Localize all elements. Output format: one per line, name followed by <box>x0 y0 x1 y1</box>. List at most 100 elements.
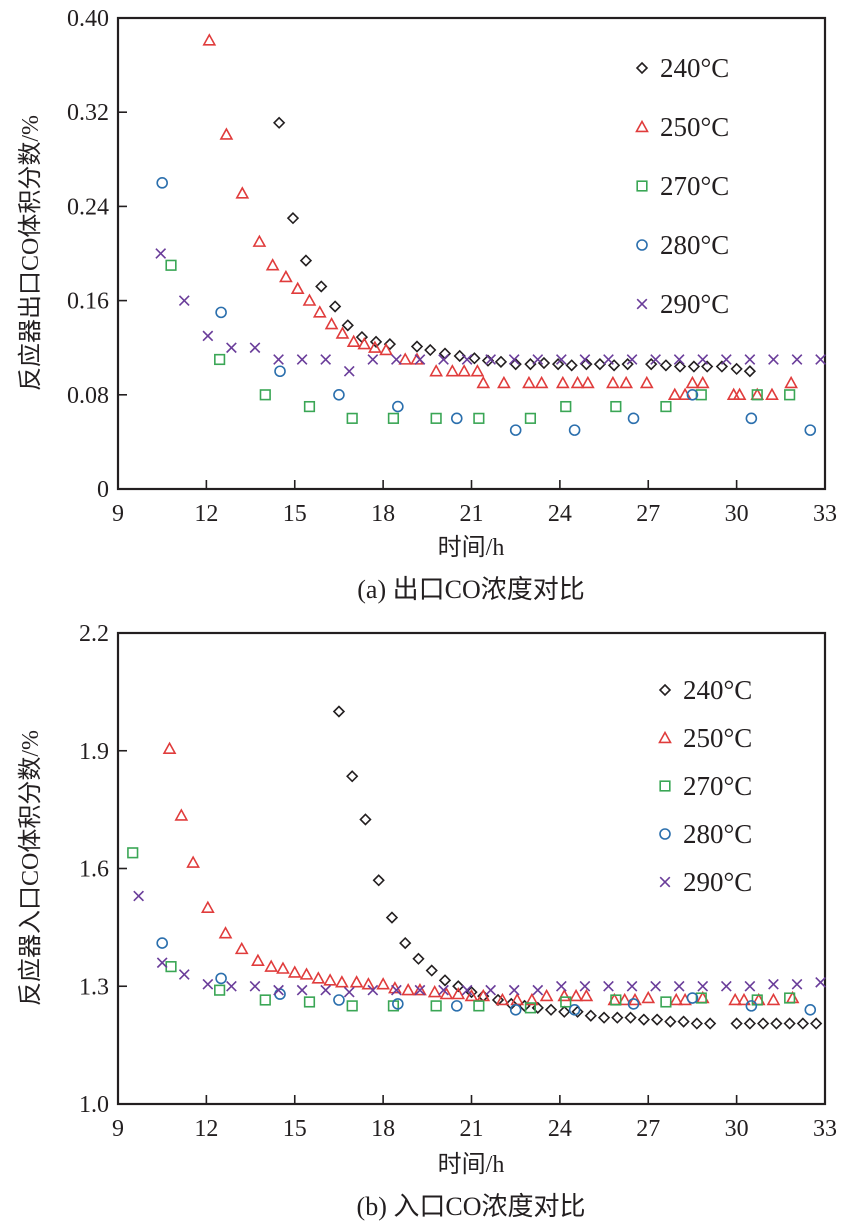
data-point <box>568 1003 581 1016</box>
legend-label: 240°C <box>683 675 752 705</box>
data-point <box>626 354 638 365</box>
legend-label: 280°C <box>660 230 729 260</box>
data-point <box>320 354 332 365</box>
x-tick-label: 27 <box>636 1116 660 1142</box>
data-point <box>524 1002 537 1014</box>
legend-marker-icon <box>636 180 648 192</box>
data-point <box>296 354 308 365</box>
data-point <box>392 998 404 1010</box>
data-point <box>525 992 539 1006</box>
x-tick-label: 9 <box>112 1116 124 1142</box>
data-point <box>439 986 454 1000</box>
data-point <box>673 360 687 373</box>
data-point <box>494 355 508 368</box>
legend: 240°C 250°C 270°C 280°C 290°C <box>635 53 729 319</box>
legend-item: 240°C <box>658 675 752 705</box>
x-tick-label: 9 <box>112 501 124 527</box>
data-point <box>509 358 522 371</box>
data-point <box>303 400 316 413</box>
legend-item: 280°C <box>659 819 752 849</box>
data-point <box>430 412 442 424</box>
legend-marker-icon <box>658 683 672 697</box>
data-point <box>453 349 466 363</box>
data-point <box>565 359 578 372</box>
data-point <box>392 400 404 413</box>
data-point <box>312 305 327 318</box>
data-point <box>202 330 214 342</box>
data-point <box>279 269 293 283</box>
data-point <box>333 994 345 1006</box>
chart-inlet-co: 9 12 15 18 21 24 27 30 33 1.01.31.61.92.2 240°C2… <box>17 621 837 1221</box>
data-point <box>650 980 661 992</box>
data-point <box>215 972 227 985</box>
y-tick-label: 0.16 <box>67 289 109 315</box>
data-point <box>383 338 397 351</box>
data-point <box>165 961 177 973</box>
data-point <box>202 978 214 990</box>
y-tick-label: 0.32 <box>67 100 109 126</box>
data-point <box>695 375 710 389</box>
data-point <box>425 964 438 977</box>
data-point <box>539 988 554 1002</box>
series-290c <box>155 248 826 377</box>
data-point <box>376 977 390 990</box>
x-axis-title: 时间/h <box>438 534 505 561</box>
data-point <box>361 977 376 990</box>
data-point <box>438 354 449 365</box>
data-point <box>593 358 607 371</box>
data-point <box>349 975 364 988</box>
data-point <box>555 354 567 365</box>
legend-label: 290°C <box>660 289 729 319</box>
data-point <box>429 364 444 377</box>
y-ticks: 0 0.08 0.16 0.24 0.32 0.40 <box>67 6 127 503</box>
x-axis-title: 时间/h <box>438 1151 505 1178</box>
data-point <box>784 992 796 1004</box>
data-point <box>611 1011 624 1024</box>
y-tick-label: 1.0 <box>79 1092 109 1118</box>
data-point <box>485 354 497 365</box>
data-point <box>226 980 237 992</box>
chart-caption: (b) 入口CO浓度对比 <box>357 1192 586 1221</box>
data-point <box>720 980 732 992</box>
x-tick-label: 33 <box>813 1116 837 1142</box>
data-point <box>579 980 591 992</box>
legend-item: 250°C <box>635 112 729 142</box>
data-point <box>369 335 383 348</box>
data-point <box>341 319 354 332</box>
data-point <box>730 362 743 376</box>
data-point <box>770 1017 783 1030</box>
data-point <box>510 992 525 1006</box>
data-point <box>372 874 385 887</box>
data-point <box>737 992 751 1006</box>
data-point <box>639 375 654 389</box>
data-point <box>218 926 233 939</box>
chart-caption: (a) 出口CO浓度对比 <box>357 575 584 604</box>
data-point <box>571 1005 584 1018</box>
data-point <box>156 957 168 969</box>
data-point <box>509 1003 522 1016</box>
chart-outlet-co: 9 12 15 18 21 24 27 30 33 00.080.160.240.320.40 … <box>17 6 837 604</box>
x-tick-label: 24 <box>548 501 572 527</box>
data-point <box>796 1017 810 1030</box>
data-point <box>249 980 261 992</box>
legend-label: 270°C <box>660 171 729 201</box>
data-point <box>259 994 271 1006</box>
data-point <box>214 353 226 366</box>
data-point <box>302 293 317 306</box>
data-point <box>568 424 581 436</box>
data-point <box>178 969 190 980</box>
data-point <box>664 1015 677 1028</box>
data-point <box>678 992 692 1006</box>
data-point <box>677 1015 690 1028</box>
data-point <box>476 375 491 389</box>
data-point <box>626 980 638 992</box>
data-point <box>273 116 286 129</box>
legend-marker-icon <box>659 876 671 888</box>
data-point <box>323 973 337 986</box>
data-point <box>555 375 570 389</box>
data-point <box>555 980 567 992</box>
data-point <box>579 988 594 1002</box>
data-point <box>534 375 549 389</box>
data-point <box>728 992 743 1006</box>
data-point <box>452 980 465 993</box>
